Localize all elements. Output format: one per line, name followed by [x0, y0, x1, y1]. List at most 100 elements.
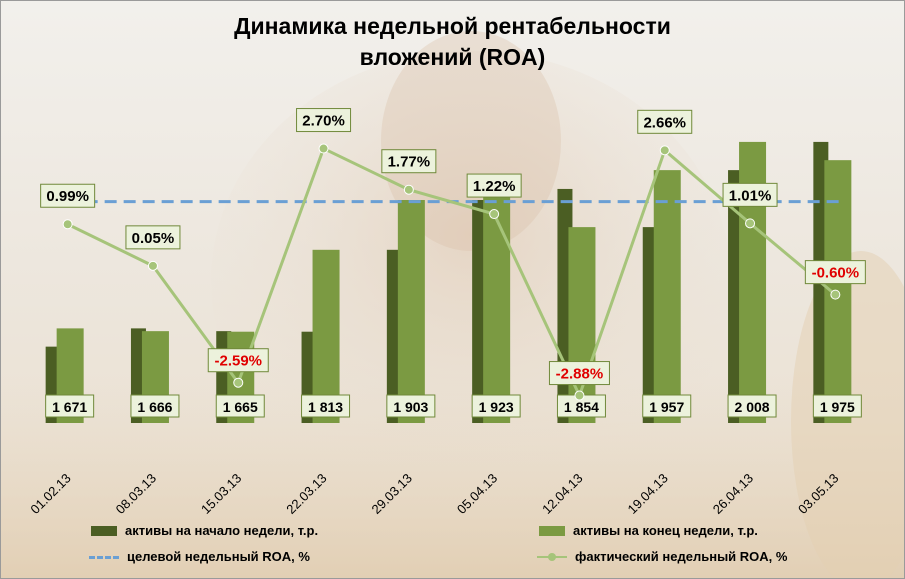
- legend-item-end-assets: активы на конец недели, т.р.: [539, 523, 758, 538]
- bar-end-assets-5: [397, 200, 425, 423]
- roa-label-text-6: 1.22%: [473, 178, 516, 195]
- roa-label-text-2: 0.05%: [132, 230, 175, 247]
- bar-label-3: 1 665: [215, 394, 265, 418]
- legend-item-actual-roa: фактический недельный ROA, %: [537, 549, 787, 564]
- roa-label-4: 2.70%: [296, 108, 352, 133]
- roa-label-box-5: [381, 149, 437, 174]
- actual-roa-point-7: [574, 390, 585, 401]
- chart-title-line-1: Динамика недельной рентабельности: [234, 13, 671, 39]
- actual-roa-point-2: [147, 260, 158, 271]
- roa-label-box-6: [466, 173, 522, 198]
- roa-label-10: -0.60%: [804, 260, 866, 285]
- roa-label-text-4: 2.70%: [302, 113, 345, 130]
- bar-label-box-3: [215, 394, 265, 418]
- roa-label-1: 0.99%: [40, 183, 96, 208]
- bar-label-box-9: [727, 394, 777, 418]
- roa-label-box-8: [637, 109, 693, 134]
- bar-label-1: 1 671: [45, 394, 95, 418]
- x-tick-label-4: 22.03.13: [283, 471, 329, 517]
- roa-label-3: -2.59%: [207, 348, 269, 373]
- roa-label-text-10: -0.60%: [812, 265, 860, 282]
- bar-label-box-1: [45, 394, 95, 418]
- bar-label-text-7: 1 854: [564, 399, 599, 415]
- bar-end-assets-8: [653, 170, 681, 423]
- bar-end-assets-4: [312, 249, 340, 423]
- roa-label-text-3: -2.59%: [214, 353, 262, 370]
- bar-end-assets-6: [483, 188, 511, 423]
- bar-label-6: 1 923: [471, 394, 521, 418]
- chart-title-line-2: вложений (ROA): [359, 44, 546, 70]
- x-tick-label-9: 26.04.13: [710, 471, 756, 517]
- legend-item-target-roa: целевой недельный ROA, %: [89, 549, 310, 564]
- bar-label-5: 1 903: [386, 394, 436, 418]
- legend-swatch-end-assets: [539, 525, 565, 536]
- roa-label-text-1: 0.99%: [46, 188, 89, 205]
- roa-label-6: 1.22%: [466, 173, 522, 198]
- bar-label-box-10: [812, 394, 862, 418]
- legend-label-target-roa: целевой недельный ROA, %: [127, 549, 310, 564]
- actual-roa-point-3: [233, 377, 244, 388]
- bar-label-box-8: [642, 394, 692, 418]
- legend-item-start-assets: активы на начало недели, т.р.: [91, 523, 318, 538]
- bar-label-4: 1 813: [301, 394, 351, 418]
- actual-roa-point-9: [745, 218, 756, 229]
- bar-label-box-2: [130, 394, 180, 418]
- roa-label-box-1: [40, 183, 96, 208]
- roa-label-text-9: 1.01%: [729, 187, 772, 204]
- roa-label-box-7: [548, 361, 610, 386]
- x-tick-label-6: 05.04.13: [454, 471, 500, 517]
- legend-label-end-assets: активы на конец недели, т.р.: [573, 523, 758, 538]
- bar-label-text-3: 1 665: [223, 399, 258, 415]
- bar-label-9: 2 008: [727, 394, 777, 418]
- bar-label-text-1: 1 671: [52, 399, 87, 415]
- roa-label-2: 0.05%: [125, 225, 181, 250]
- bar-label-box-5: [386, 394, 436, 418]
- roa-label-box-10: [804, 260, 866, 285]
- bar-label-7: 1 854: [556, 394, 606, 418]
- bar-label-8: 1 957: [642, 394, 692, 418]
- bar-label-text-2: 1 666: [137, 399, 172, 415]
- bar-label-box-6: [471, 394, 521, 418]
- actual-roa-point-8: [659, 145, 670, 156]
- roa-label-5: 1.77%: [381, 149, 437, 174]
- legend-label-start-assets: активы на начало недели, т.р.: [125, 523, 319, 538]
- roa-label-8: 2.66%: [637, 109, 693, 134]
- actual-roa-point-6: [489, 209, 500, 220]
- bar-label-text-10: 1 975: [820, 399, 855, 415]
- roa-label-9: 1.01%: [722, 182, 778, 207]
- roa-label-text-8: 2.66%: [643, 114, 686, 131]
- roa-label-box-9: [722, 182, 778, 207]
- legend-label-actual-roa: фактический недельный ROA, %: [575, 549, 788, 564]
- x-tick-label-10: 03.05.13: [795, 471, 841, 517]
- bar-label-text-5: 1 903: [393, 399, 428, 415]
- x-tick-label-2: 08.03.13: [113, 471, 159, 517]
- roa-label-box-3: [207, 348, 269, 373]
- roa-label-text-5: 1.77%: [388, 154, 431, 171]
- x-tick-label-5: 29.03.13: [369, 471, 415, 517]
- bar-label-text-6: 1 923: [479, 399, 514, 415]
- bar-label-text-8: 1 957: [649, 399, 684, 415]
- x-tick-label-8: 19.04.13: [624, 471, 670, 517]
- bar-label-text-9: 2 008: [735, 399, 770, 415]
- x-tick-label-3: 15.03.13: [198, 471, 244, 517]
- bar-label-10: 1 975: [812, 394, 862, 418]
- x-tick-label-7: 12.04.13: [539, 471, 585, 517]
- actual-roa-point-1: [62, 219, 73, 230]
- roa-label-box-4: [296, 108, 352, 133]
- chart-title: Динамика недельной рентабельности вложен…: [1, 11, 904, 73]
- legend-swatch-actual-roa: [537, 550, 567, 564]
- bar-label-2: 1 666: [130, 394, 180, 418]
- x-tick-label-1: 01.02.13: [27, 471, 73, 517]
- roa-label-text-7: -2.88%: [556, 366, 604, 383]
- actual-roa-point-4: [318, 143, 329, 154]
- legend-swatch-start-assets: [91, 525, 117, 536]
- legend-swatch-target-roa: [89, 550, 119, 564]
- actual-roa-point-5: [403, 184, 414, 195]
- roa-label-box-2: [125, 225, 181, 250]
- bar-label-box-4: [301, 394, 351, 418]
- actual-roa-point-10: [830, 289, 841, 300]
- actual-roa-line: [66, 146, 837, 400]
- bar-label-text-4: 1 813: [308, 399, 343, 415]
